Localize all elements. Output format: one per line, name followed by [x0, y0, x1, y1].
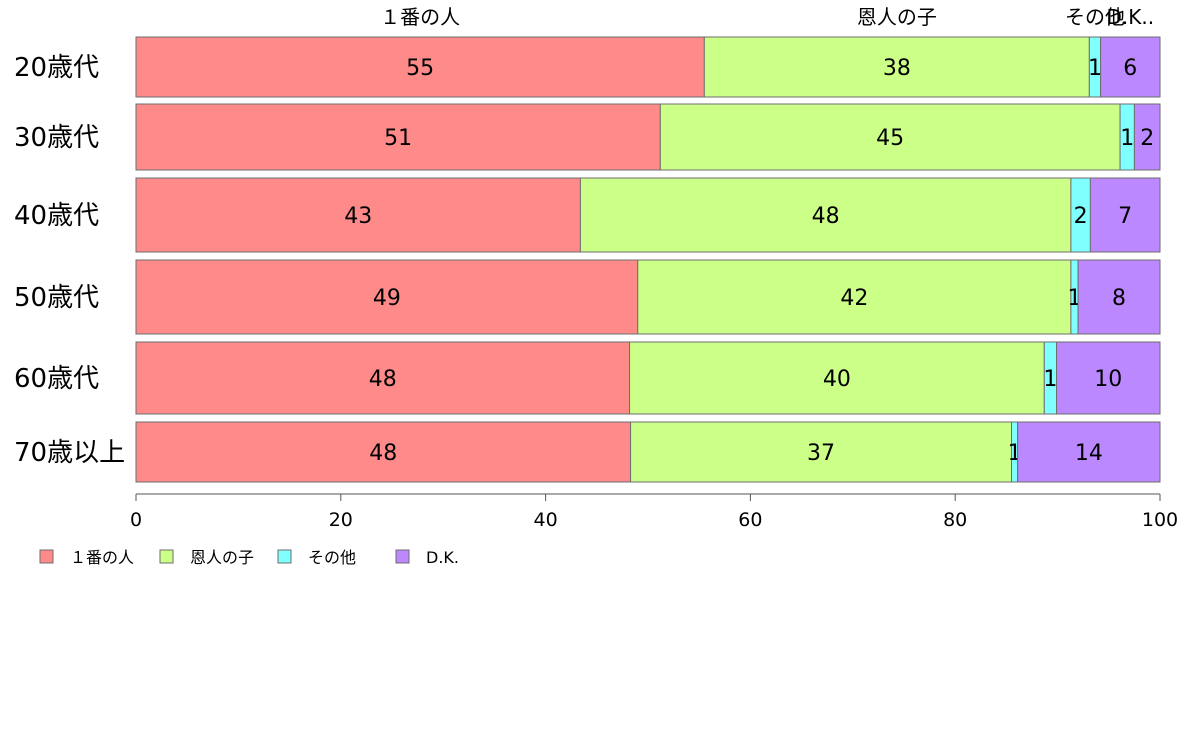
data-label: 49 [373, 286, 401, 311]
data-label: 40 [823, 367, 851, 392]
category-label: 70歳以上 [14, 438, 125, 468]
x-tick-label: 0 [130, 509, 142, 531]
data-label: 43 [344, 204, 372, 229]
legend-label: その他 [308, 548, 356, 567]
top-series-label: 恩人の子 [857, 5, 937, 29]
top-series-label: １番の人 [380, 5, 460, 29]
bar-segment [1100, 36, 1161, 98]
bar-segment [703, 36, 1090, 98]
bar-segment [637, 259, 1072, 335]
x-tick-label: 100 [1142, 509, 1178, 531]
data-label: 42 [840, 286, 868, 311]
data-label: 45 [876, 126, 904, 151]
bar-segment [1089, 177, 1161, 253]
bar-segment [1017, 421, 1161, 483]
category-label: 60歳代 [14, 364, 99, 394]
legend-swatch [277, 549, 292, 564]
bar-segment [135, 177, 581, 253]
data-label: 8 [1112, 286, 1126, 311]
data-label: 2 [1140, 126, 1154, 151]
legend: １番の人 恩人の子 その他 D.K. [39, 548, 459, 567]
legend-label: １番の人 [70, 548, 134, 567]
bar-segment [629, 341, 1045, 415]
x-tick-label: 40 [534, 509, 558, 531]
legend-swatch [39, 549, 54, 564]
data-label: 37 [807, 441, 835, 466]
category-label: 50歳代 [14, 283, 99, 313]
legend-swatch [395, 549, 410, 564]
bar-segment [135, 421, 632, 483]
data-label: 6 [1123, 56, 1137, 81]
bar-segment [1056, 341, 1161, 415]
data-label: 1 [1120, 126, 1134, 151]
data-label: 14 [1075, 441, 1103, 466]
bar-segment [1133, 103, 1161, 171]
category-label: 30歳代 [14, 123, 99, 153]
bar-segment [135, 103, 661, 171]
data-label: 48 [369, 367, 397, 392]
legend-label: 恩人の子 [190, 548, 254, 567]
bar-segment [135, 341, 631, 415]
bar-segment [630, 421, 1013, 483]
data-label: 2 [1074, 204, 1088, 229]
legend-label: D.K. [426, 548, 459, 567]
bar-segment [1077, 259, 1161, 335]
data-label: 1 [1088, 56, 1102, 81]
x-axis: 0 20 40 60 80 100 [130, 493, 1178, 531]
data-label: 55 [406, 56, 434, 81]
data-label: 38 [883, 56, 911, 81]
bar-segment [135, 36, 705, 98]
x-tick-label: 80 [943, 509, 967, 531]
category-label: 20歳代 [14, 53, 99, 83]
legend-swatch [159, 549, 174, 564]
data-label: 10 [1094, 367, 1122, 392]
x-tick-label: 20 [329, 509, 353, 531]
top-series-label: その他 [1065, 5, 1125, 29]
data-label: 48 [369, 441, 397, 466]
bar-segment [135, 259, 639, 335]
data-label: 48 [812, 204, 840, 229]
bar-segment [579, 177, 1072, 253]
bar-segment [659, 103, 1121, 171]
data-label: 51 [384, 126, 412, 151]
x-tick-label: 60 [738, 509, 762, 531]
top-series-label: D.K.. [1107, 5, 1155, 29]
data-label: 1 [1043, 367, 1057, 392]
category-label: 40歳代 [14, 201, 99, 231]
data-label: 7 [1118, 204, 1132, 229]
